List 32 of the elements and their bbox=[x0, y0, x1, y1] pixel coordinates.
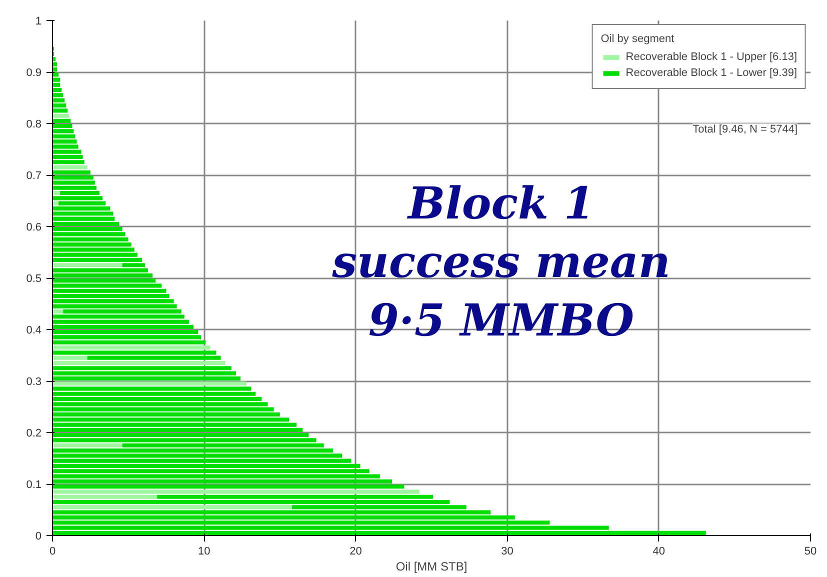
y-tick-label: 0.4 bbox=[26, 324, 42, 336]
x-tick-label: 0 bbox=[49, 546, 56, 558]
y-tick-label: 0.8 bbox=[26, 118, 42, 130]
bar bbox=[52, 345, 210, 350]
legend-label: Recoverable Block 1 - Lower [9.39] bbox=[626, 66, 797, 80]
y-tick-label: 0.7 bbox=[26, 170, 42, 182]
bar bbox=[52, 505, 292, 510]
x-tick-label: 50 bbox=[804, 546, 817, 558]
bar bbox=[52, 443, 122, 448]
bar bbox=[52, 190, 60, 196]
bar bbox=[52, 263, 122, 268]
y-tick-label: 0.5 bbox=[26, 273, 42, 285]
bar bbox=[52, 382, 247, 386]
x-axis-title: Oil [MM STB] bbox=[396, 560, 468, 574]
y-tick-label: 1 bbox=[35, 16, 42, 28]
legend-title: Oil by segment bbox=[600, 33, 676, 45]
x-tick-label: 30 bbox=[501, 546, 514, 558]
y-tick-label: 0.1 bbox=[26, 479, 42, 491]
x-tick-label: 40 bbox=[652, 546, 666, 558]
y-tick-label: 0 bbox=[35, 530, 42, 542]
annotation: Block 1 success mean 9·5 MMBO bbox=[331, 178, 670, 347]
x-tick-label: 20 bbox=[350, 546, 362, 558]
x-tick-label: 10 bbox=[198, 546, 210, 558]
bar bbox=[52, 114, 70, 118]
legend-label: Recoverable Block 1 - Upper [6.13] bbox=[626, 50, 797, 64]
y-tick-label: 0.2 bbox=[26, 428, 42, 440]
y-tick-label: 0.3 bbox=[26, 376, 42, 388]
bar bbox=[52, 165, 88, 170]
bar bbox=[52, 309, 64, 314]
annotation: Total [9.46, N = 5744] bbox=[692, 124, 798, 136]
y-tick-label: 0.6 bbox=[26, 222, 42, 234]
y-tick-label: 0.9 bbox=[26, 67, 42, 79]
